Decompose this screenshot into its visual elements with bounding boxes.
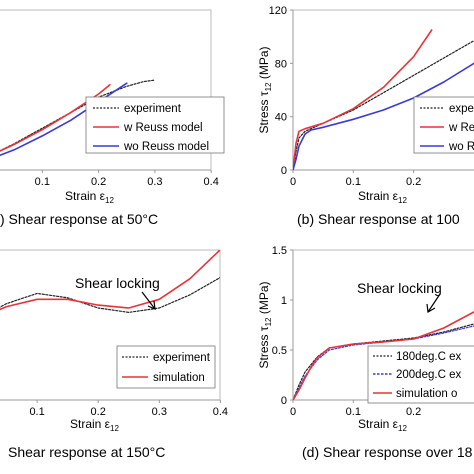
y-axis-label-d: Stress τ12 (MPa)	[257, 281, 273, 368]
legend-box-c	[116, 345, 216, 389]
series-lines-b	[293, 29, 474, 170]
legend-label-180degc: 180deg.C ex	[396, 351, 461, 363]
legend-label-experiment-c: experiment	[153, 352, 211, 364]
legend-label-expe: expe	[449, 103, 474, 115]
axis-ticks-b: 0 0.1 0.2 0 40 80 120	[269, 5, 422, 188]
series-line-b-2	[293, 62, 474, 170]
x-tick-label-c-3: 0.4	[213, 406, 228, 418]
legend-label-experiment: experiment	[124, 103, 182, 115]
series-line-a-1	[0, 84, 111, 152]
panel-b: 0 0.1 0.2 0 40 80 120 expe w Reu wo R Stress τ…	[257, 5, 474, 227]
x-tick-label-a-0: 0.1	[35, 176, 50, 188]
caption-a: ) Shear response at 50°C	[0, 211, 158, 227]
panel-d: 0 0.1 0.2 0 0.5 1 1.5 Shear locking 180deg.C e…	[257, 245, 474, 460]
annotation-arrow-d	[426, 293, 441, 313]
legend-label-w-reuss: w Reuss model	[123, 122, 203, 134]
x-tick-label-b-0: 0	[290, 176, 296, 188]
legend-b: expe w Reu wo R	[413, 96, 474, 154]
x-tick-label-c-1: 0.2	[91, 406, 106, 418]
axis-ticks-d: 0 0.1 0.2 0 0.5 1 1.5	[272, 245, 422, 418]
caption-c: Shear response at 150°C	[8, 444, 165, 460]
series-lines-c	[0, 250, 220, 313]
x-tick-label-b-1: 0.1	[346, 176, 361, 188]
x-axis-label-d: Strain ε12	[358, 417, 407, 433]
x-ticks-a: 0.1 0.2 0.3 0.4	[35, 170, 219, 188]
x-tick-label-d-1: 0.1	[346, 406, 361, 418]
y-tick-label-d-0: 0	[281, 395, 287, 407]
series-line-d-1	[293, 325, 474, 400]
legend-label-simulation-d: simulation o	[396, 388, 457, 400]
caption-b: (b) Shear response at 100	[297, 211, 460, 227]
x-tick-label-a-2: 0.3	[147, 176, 162, 188]
series-lines-d	[293, 311, 474, 400]
y-tick-label-b-0: 0	[281, 165, 287, 177]
series-line-c-0	[0, 276, 220, 313]
series-line-d-2	[293, 311, 474, 400]
y-tick-label-d-3: 1.5	[272, 245, 287, 257]
legend-label-wo-r: wo R	[448, 141, 474, 153]
legend-label-w-reu: w Reu	[448, 122, 474, 134]
x-tick-label-b-2: 0.2	[406, 176, 421, 188]
x-axis-label-a: Strain ε12	[65, 189, 114, 205]
x-tick-label-a-3: 0.4	[204, 176, 219, 188]
y-tick-label-b-1: 40	[275, 112, 287, 124]
legend-label-200degc: 200deg.C ex	[396, 369, 461, 381]
legend-box-b	[413, 96, 474, 154]
x-tick-label-d-2: 0.2	[406, 406, 421, 418]
series-line-b-1	[293, 29, 433, 170]
annotation-shear-locking-c: Shear locking	[75, 275, 160, 291]
x-axis-label-b: Strain ε12	[358, 189, 407, 205]
panel-c: 0.1 0.2 0.3 0.4 Shear locking experiment si…	[0, 249, 228, 460]
annotation-shear-locking-d: Shear locking	[357, 280, 442, 296]
legend-label-wo-reuss: wo Reuss model	[123, 141, 209, 153]
x-ticks-c: 0.1 0.2 0.3 0.4	[29, 400, 228, 418]
legend-label-simulation-c: simulation	[153, 372, 205, 384]
panel-a: 0.1 0.2 0.3 0.4 experiment w Reuss model wo…	[0, 9, 225, 227]
x-axis-label-c: Strain ε12	[70, 417, 119, 433]
legend-d: 180deg.C ex 200deg.C ex simulation o	[367, 345, 474, 404]
x-tick-label-d-0: 0	[290, 406, 296, 418]
annotation-arrow-c	[141, 291, 156, 310]
x-tick-label-c-2: 0.3	[152, 406, 167, 418]
legend-c: experiment simulation	[116, 345, 216, 389]
y-axis-label-b: Stress τ12 (MPa)	[257, 46, 273, 133]
legend-box-a	[85, 96, 225, 154]
y-tick-label-d-2: 1	[281, 295, 287, 307]
x-tick-label-c-0: 0.1	[29, 406, 44, 418]
series-line-c-1	[0, 250, 220, 311]
legend-a: experiment w Reuss model wo Reuss model	[85, 96, 225, 154]
y-tick-label-b-3: 120	[269, 5, 287, 17]
y-tick-label-d-1: 0.5	[272, 345, 287, 357]
y-tick-label-b-2: 80	[275, 58, 287, 70]
x-tick-label-a-1: 0.2	[91, 176, 106, 188]
caption-d: (d) Shear response over 18	[302, 444, 473, 460]
